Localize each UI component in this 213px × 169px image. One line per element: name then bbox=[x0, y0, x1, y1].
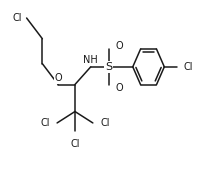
Text: Cl: Cl bbox=[100, 118, 110, 128]
Text: O: O bbox=[116, 83, 124, 93]
Text: Cl: Cl bbox=[13, 13, 22, 23]
Text: O: O bbox=[54, 73, 62, 83]
Text: Cl: Cl bbox=[70, 139, 80, 149]
Text: O: O bbox=[116, 41, 124, 51]
Text: NH: NH bbox=[83, 55, 98, 65]
Text: Cl: Cl bbox=[40, 118, 50, 128]
Text: Cl: Cl bbox=[183, 62, 193, 72]
Text: S: S bbox=[105, 62, 112, 72]
